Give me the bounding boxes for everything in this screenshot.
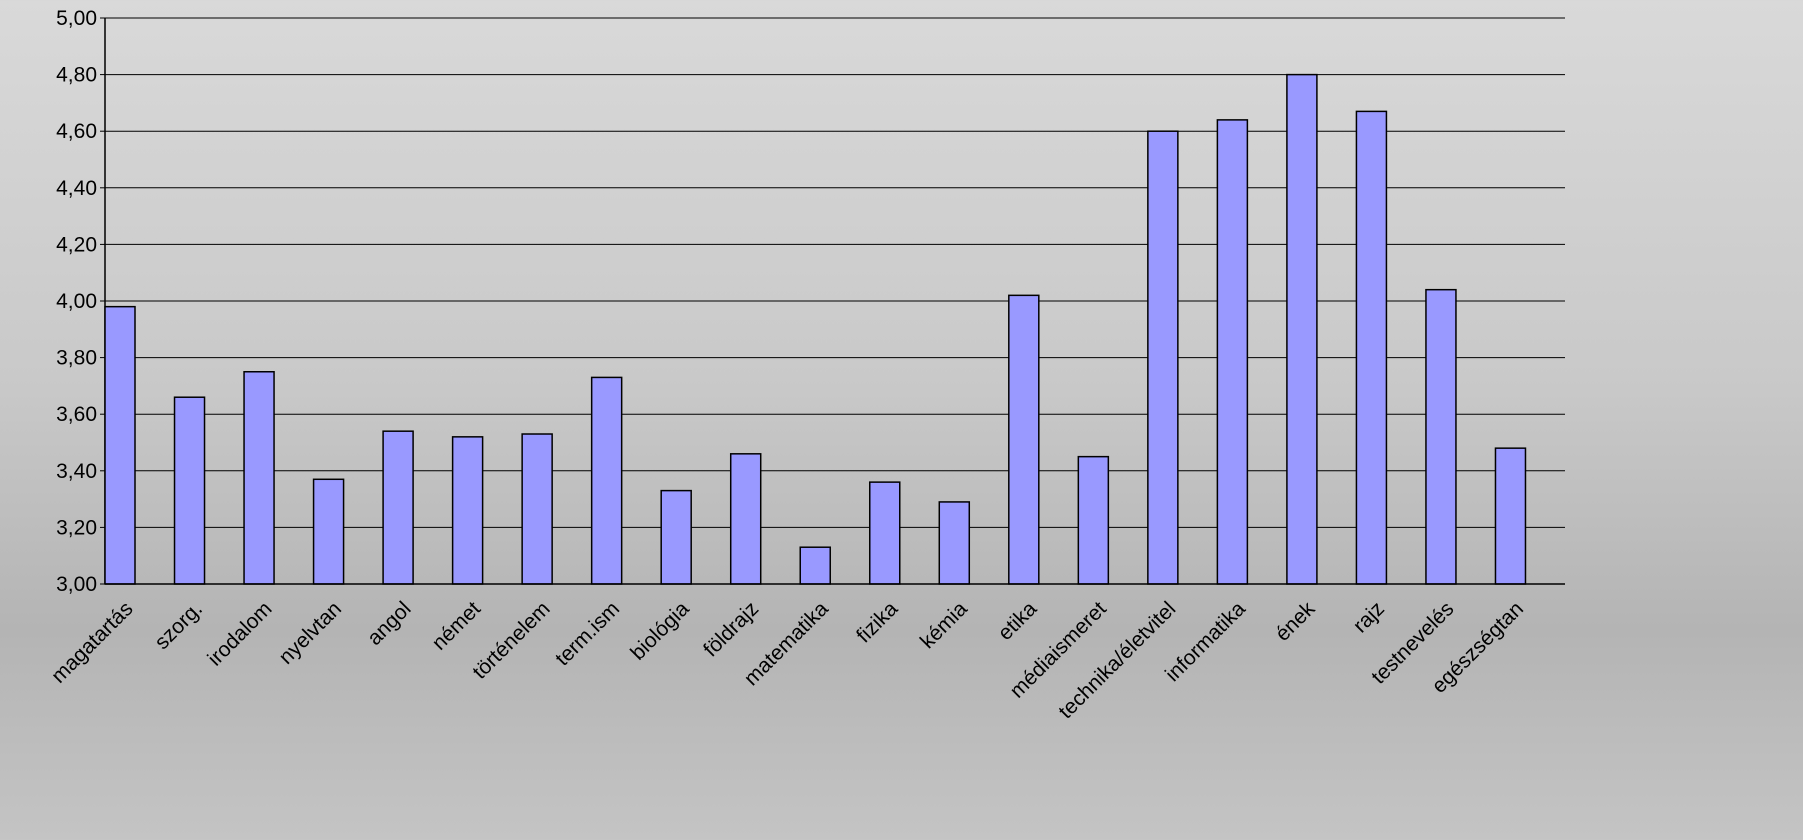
y-tick-label: 3,40 bbox=[56, 460, 97, 483]
y-tick-label: 4,60 bbox=[56, 120, 97, 143]
x-tick-label: magatartás bbox=[47, 597, 138, 688]
y-tick-label: 5,00 bbox=[56, 7, 97, 30]
y-tick-label: 3,20 bbox=[56, 516, 97, 539]
x-tick-label: ének bbox=[1271, 597, 1320, 646]
bar bbox=[451, 436, 484, 585]
x-tick-label: földrajz bbox=[699, 597, 763, 661]
bar bbox=[1147, 130, 1179, 585]
bar bbox=[660, 489, 692, 585]
bar bbox=[1216, 119, 1249, 585]
x-tick-label: német bbox=[428, 597, 486, 655]
bar bbox=[1077, 455, 1110, 585]
x-tick-label: term.ism bbox=[551, 597, 624, 670]
bar bbox=[1425, 288, 1457, 585]
bar bbox=[590, 376, 623, 585]
x-tick-label: nyelvtan bbox=[275, 597, 347, 669]
y-tick-label: 3,60 bbox=[56, 403, 97, 426]
x-tick-label: irodalom bbox=[203, 597, 276, 670]
x-tick-label: fizika bbox=[852, 597, 902, 647]
y-tick-label: 4,20 bbox=[56, 233, 97, 256]
y-tick-label: 3,80 bbox=[56, 347, 97, 370]
bar bbox=[312, 478, 345, 585]
x-tick-label: rajz bbox=[1349, 597, 1389, 637]
bar bbox=[1286, 73, 1318, 585]
bar bbox=[799, 546, 831, 585]
bar bbox=[869, 481, 901, 585]
bar bbox=[104, 305, 136, 585]
bar bbox=[938, 501, 971, 585]
y-tick-label: 4,40 bbox=[56, 177, 97, 200]
x-tick-label: angol bbox=[363, 597, 416, 650]
bar bbox=[243, 371, 275, 585]
x-tick-label: kémia bbox=[916, 597, 972, 653]
x-tick-label: szorg. bbox=[150, 597, 207, 654]
bar bbox=[1008, 294, 1040, 585]
bar bbox=[382, 430, 414, 585]
y-tick-label: 3,00 bbox=[56, 573, 97, 596]
bar bbox=[1494, 447, 1527, 585]
bar bbox=[521, 433, 553, 585]
y-tick-label: 4,00 bbox=[56, 290, 97, 313]
y-tick-label: 4,80 bbox=[56, 64, 97, 87]
x-tick-label: technika/életvitel bbox=[1054, 597, 1180, 723]
x-tick-label: etika bbox=[994, 597, 1042, 645]
bar bbox=[729, 453, 762, 585]
bar bbox=[1355, 110, 1388, 585]
bar bbox=[173, 396, 206, 585]
x-tick-label: biológia bbox=[626, 597, 694, 665]
